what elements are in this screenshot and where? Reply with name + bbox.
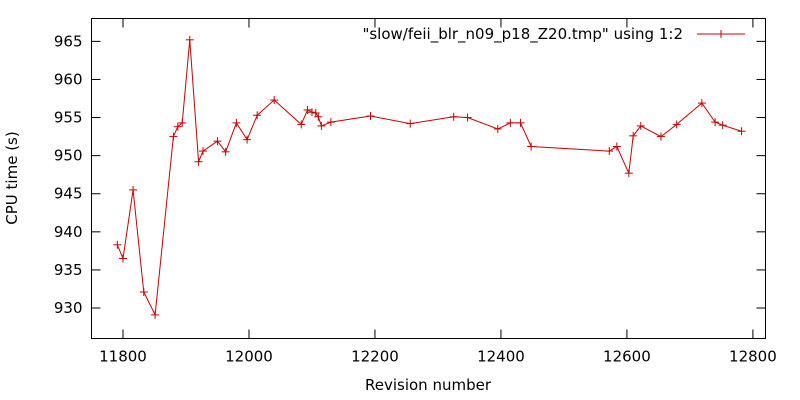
series-line <box>116 39 742 317</box>
y-tick-label: 955 <box>54 109 83 127</box>
y-tick-label: 930 <box>54 299 83 317</box>
data-point <box>198 147 207 156</box>
legend-sample-marker <box>717 30 725 38</box>
x-tick-label: 11800 <box>99 348 147 366</box>
data-point <box>139 288 148 297</box>
data-point <box>516 118 525 127</box>
y-tick-label: 940 <box>54 223 83 241</box>
data-point <box>366 112 375 121</box>
data-point <box>270 96 279 105</box>
data-point <box>656 132 665 141</box>
data-point <box>711 118 720 127</box>
data-point <box>605 147 614 156</box>
data-point <box>624 169 633 178</box>
data-point <box>303 105 312 114</box>
data-point <box>253 111 262 120</box>
y-tick-label: 965 <box>54 32 83 50</box>
series-layer <box>113 35 746 319</box>
y-tick-label: 950 <box>54 147 83 165</box>
data-point <box>463 113 472 122</box>
data-point <box>636 121 645 130</box>
data-point <box>221 147 230 156</box>
data-point <box>406 119 415 128</box>
data-point <box>185 35 194 44</box>
y-tick-label: 960 <box>54 70 83 88</box>
data-point <box>449 112 458 121</box>
data-point <box>194 157 203 166</box>
data-point <box>113 240 122 249</box>
data-point <box>297 120 306 129</box>
data-point <box>493 124 502 133</box>
data-point <box>173 122 182 131</box>
y-axis-label: CPU time (s) <box>3 131 21 224</box>
data-point <box>314 112 323 121</box>
data-point <box>506 118 515 127</box>
data-point <box>527 142 536 151</box>
y-tick-label: 945 <box>54 185 83 203</box>
plot-frame <box>91 18 766 339</box>
data-point <box>178 118 187 127</box>
data-point <box>169 132 178 141</box>
data-point <box>629 131 638 140</box>
series-markers <box>113 35 746 319</box>
data-point <box>213 137 222 146</box>
legend: "slow/feii_blr_n09_p18_Z20.tmp" using 1:… <box>362 25 745 44</box>
data-point <box>672 120 681 129</box>
data-point <box>151 310 160 319</box>
legend-entry-label: "slow/feii_blr_n09_p18_Z20.tmp" using 1:… <box>362 25 683 44</box>
y-tick-label: 935 <box>54 261 83 279</box>
data-point <box>243 135 252 144</box>
y-axis-ticks: 930 935 940 945 950 955 960 965 <box>54 32 766 317</box>
x-axis-label: Revision number <box>365 376 492 394</box>
data-point <box>326 118 335 127</box>
data-point <box>697 99 706 108</box>
x-tick-label: 12200 <box>351 348 399 366</box>
x-tick-label: 12400 <box>477 348 525 366</box>
x-tick-label: 12000 <box>225 348 273 366</box>
data-point <box>118 254 127 263</box>
x-tick-label: 12800 <box>729 348 777 366</box>
data-point <box>129 185 138 194</box>
data-point <box>612 142 621 151</box>
data-point <box>737 127 746 136</box>
x-axis-ticks: 11800 12000 12200 12400 12600 12800 <box>99 18 777 366</box>
data-point <box>307 108 316 117</box>
data-point <box>317 121 326 130</box>
data-point <box>718 121 727 130</box>
data-point <box>232 118 241 127</box>
x-tick-label: 12600 <box>603 348 651 366</box>
